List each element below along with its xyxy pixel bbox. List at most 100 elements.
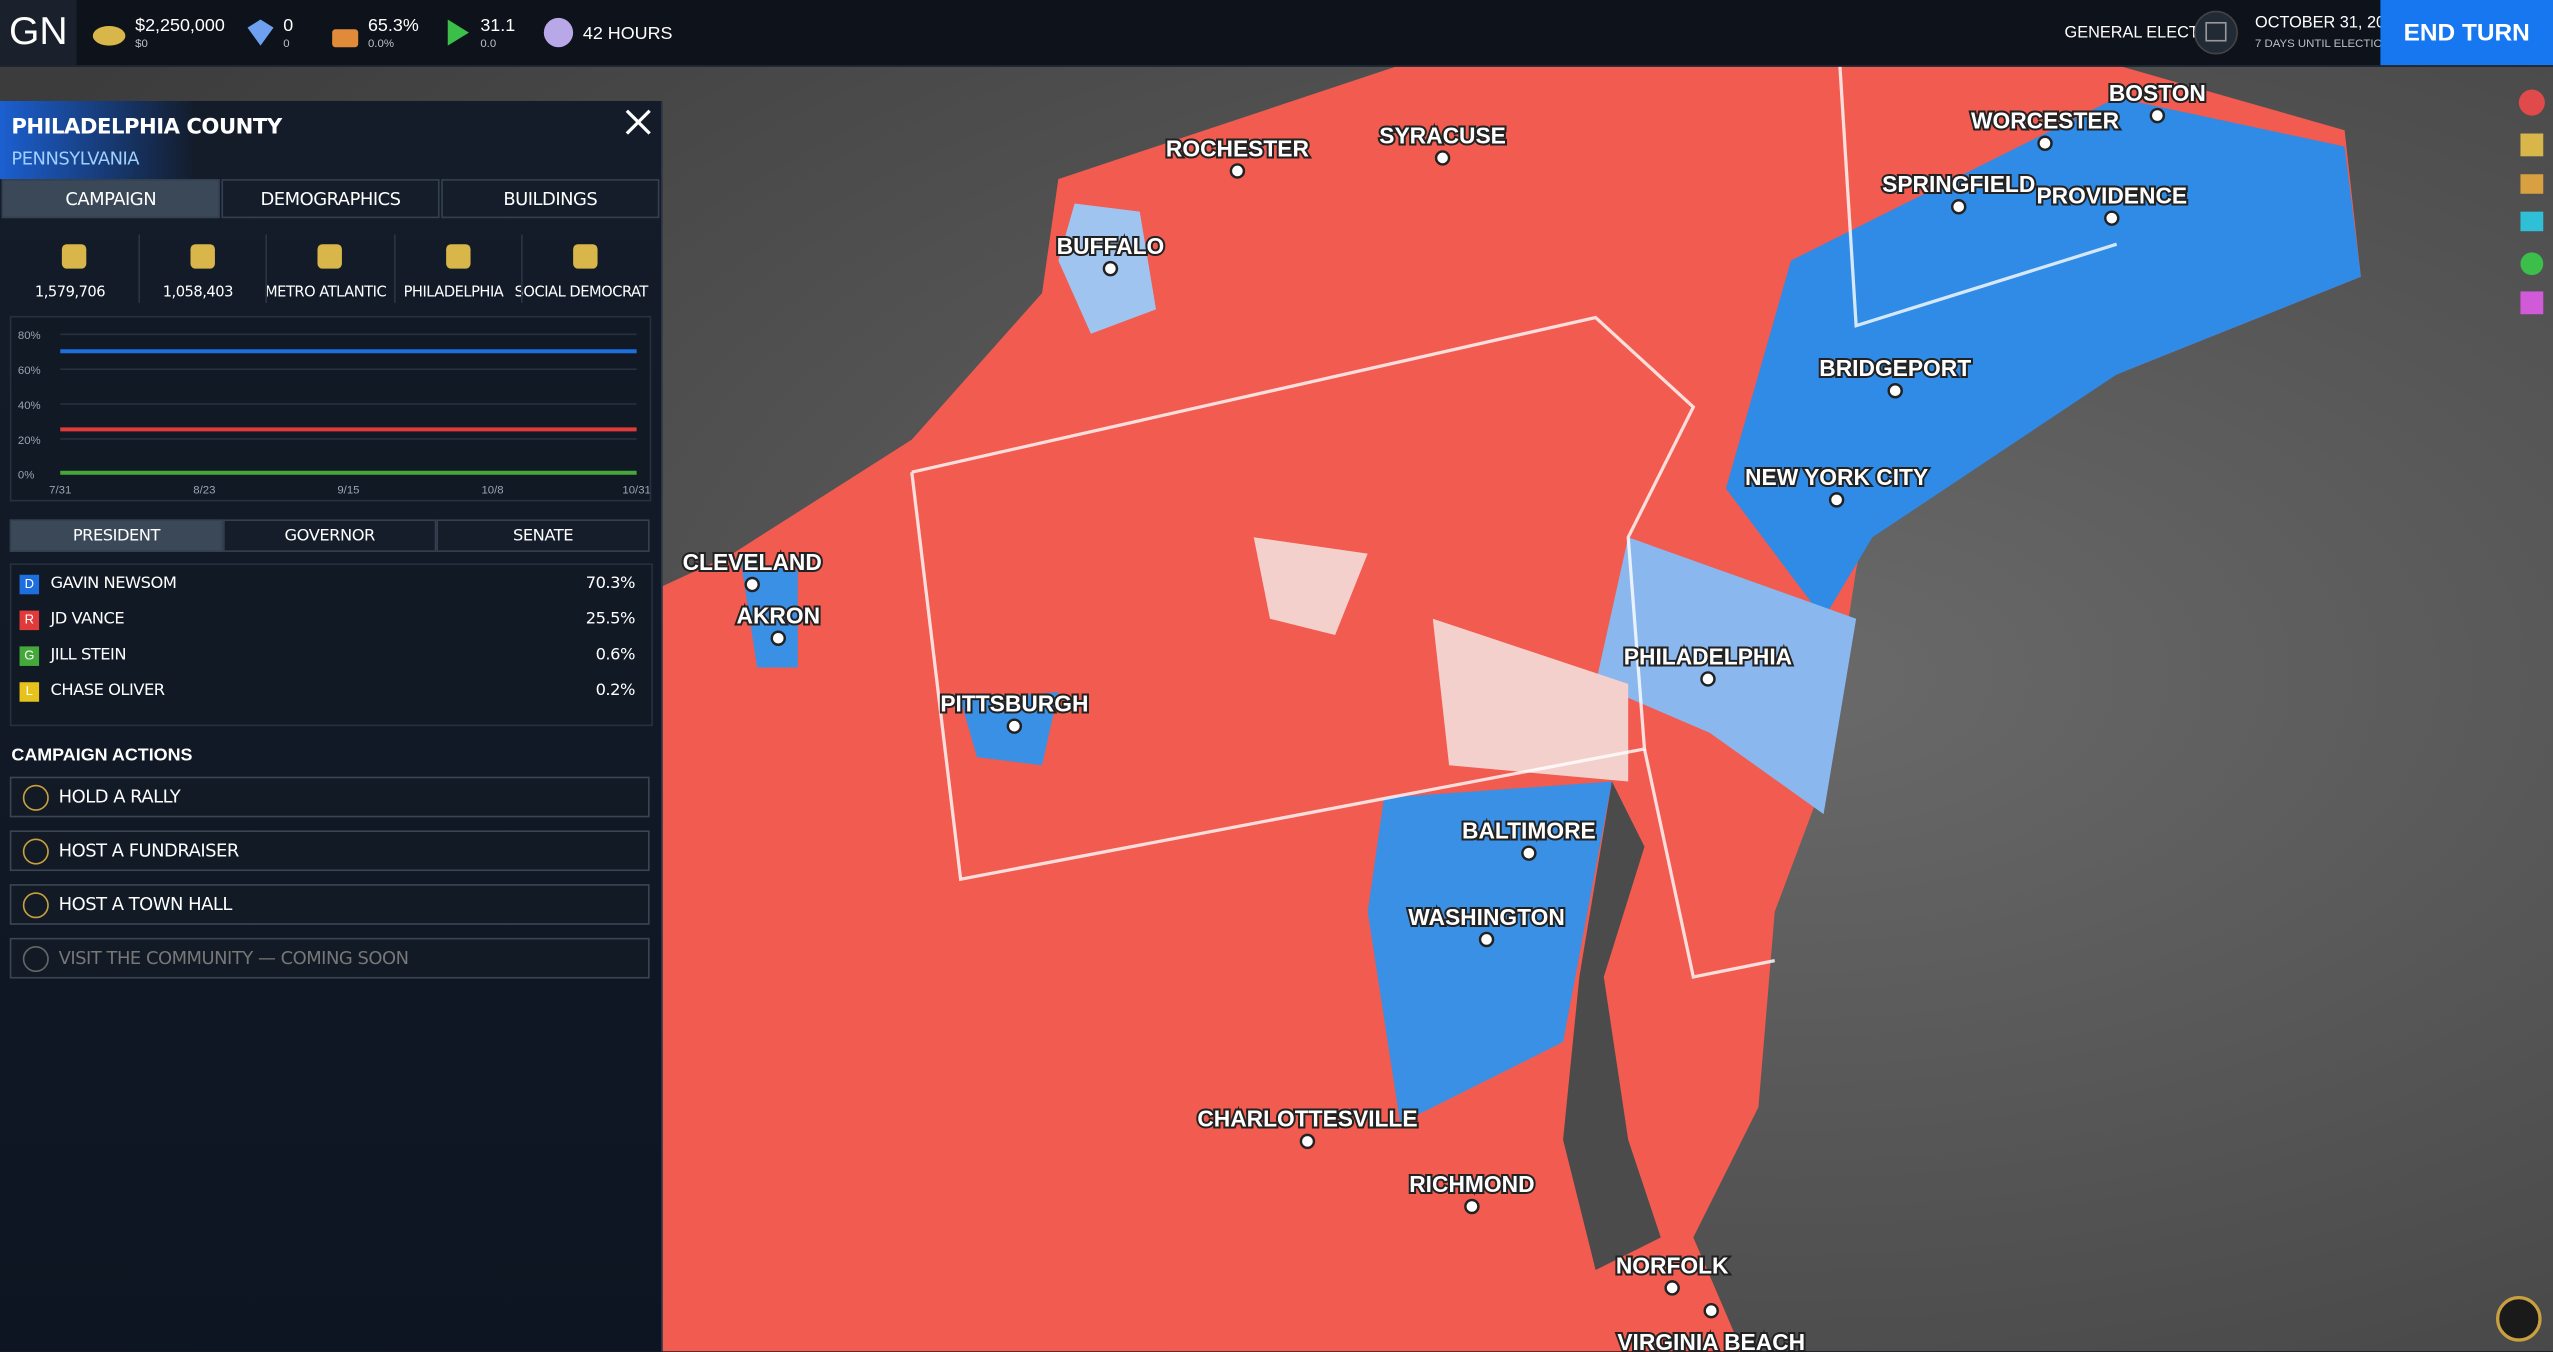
action-label: HOST A FUNDRAISER: [58, 840, 240, 862]
action-button[interactable]: HOST A TOWN HALL: [9, 884, 650, 925]
county-panel: PHILADELPHIA COUNTY PENNSYLVANIA 0% 20% 40…: [0, 100, 663, 1352]
city-label: BUFFALO: [1057, 233, 1165, 259]
city-dot: [1703, 1302, 1719, 1319]
city-label: WASHINGTON: [1408, 904, 1565, 930]
divider: [393, 234, 395, 303]
action-icon: [22, 945, 49, 972]
approval: 65.3%: [367, 16, 419, 36]
city-label: BOSTON: [2109, 80, 2206, 106]
candidate-name: GAVIN NEWSOM: [50, 574, 177, 593]
y-tick-label: 20%: [18, 435, 41, 447]
clock-icon: [543, 17, 574, 48]
blue-region: [1725, 97, 2361, 619]
city-dot: [1478, 931, 1495, 948]
party-badge: D: [19, 574, 40, 595]
race-tab[interactable]: PRESIDENT: [9, 519, 224, 552]
countdown: 7 DAYS UNTIL ELECTION: [2255, 39, 2391, 51]
tab[interactable]: BUILDINGS: [441, 179, 660, 219]
vote-share: 70.3%: [585, 574, 636, 593]
tab[interactable]: DEMOGRAPHICS: [221, 179, 440, 219]
stat-value: PHILADELPHIA: [403, 284, 504, 302]
action-button[interactable]: HOST A FUNDRAISER: [9, 830, 650, 872]
approval-change: 0.0%: [367, 39, 394, 51]
x-tick-label: 10/31: [622, 484, 650, 496]
city-label: ROCHESTER: [1166, 135, 1309, 161]
state-border: [1838, 65, 2118, 328]
stat-value: METRO ATLANTIC: [265, 284, 387, 302]
gems-change: 0: [283, 39, 290, 51]
city-dot: [744, 576, 760, 593]
date: OCTOBER 31, 2028: [2255, 14, 2404, 33]
tab[interactable]: CAMPAIGN: [1, 179, 220, 219]
action-button: VISIT THE COMMUNITY — COMING SOON: [9, 937, 650, 979]
header-glow: [0, 100, 196, 180]
city-label: VIRGINIA BEACH: [1617, 1329, 1805, 1352]
divider: [265, 234, 268, 303]
stat-icon: [189, 244, 215, 269]
momentum-change: 0.0: [480, 39, 497, 51]
calendar-icon: [2193, 10, 2238, 55]
candidate-list: D GAVIN NEWSOM 70.3% R JD VANCE 25.5% G JILL ST…: [9, 563, 653, 727]
x-tick-label: 8/23: [193, 484, 215, 496]
party-badge: G: [19, 646, 40, 666]
stat-value: 1,058,403: [162, 284, 234, 302]
funds: $2,250,000: [135, 16, 225, 36]
city-dot: [1102, 260, 1119, 277]
momentum-icon: [447, 19, 469, 46]
county-state: PENNSYLVANIA: [11, 148, 140, 170]
city-label: NORFOLK: [1616, 1252, 1729, 1278]
city-dot: [1700, 671, 1716, 687]
y-tick-label: 80%: [18, 330, 41, 342]
action-label: VISIT THE COMMUNITY — COMING SOON: [58, 947, 409, 969]
state-border: [910, 315, 1696, 882]
end-turn-button[interactable]: END TURN: [2380, 0, 2553, 66]
city-dot: [1887, 383, 1903, 399]
side-toolbar: [2512, 85, 2553, 329]
action-icon: [22, 891, 49, 918]
toolbar-icons: [2518, 89, 2545, 315]
race-tab[interactable]: GOVERNOR: [223, 519, 437, 552]
close-button[interactable]: [624, 107, 653, 136]
y-tick-label: 40%: [18, 400, 41, 412]
approval-icon: [332, 29, 359, 48]
action-icon: [22, 837, 49, 864]
election-type: GENERAL ELECTION: [2064, 24, 2228, 43]
city-label: CHARLOTTESVILLE: [1197, 1106, 1417, 1132]
poll-chart: 0% 20% 40% 60% 80% 7/31 8/23 9/15 10/8 10/31: [9, 315, 652, 502]
party-badge: R: [19, 610, 40, 631]
city-dot: [1006, 718, 1023, 734]
time: 42 HOURS: [582, 24, 673, 44]
stat-icon: [445, 244, 470, 269]
stat-value: SOCIAL DEMOCRAT: [514, 284, 649, 302]
vote-share: 0.6%: [595, 646, 636, 665]
city-label: BRIDGEPORT: [1819, 355, 1971, 381]
party-badge: L: [19, 682, 40, 702]
light-region: [1253, 537, 1368, 635]
x-tick-label: 9/15: [337, 484, 359, 496]
race-tab[interactable]: SENATE: [436, 519, 650, 552]
stat-icon: [573, 244, 598, 269]
stat-icon: [317, 244, 342, 269]
city-label: SYRACUSE: [1379, 122, 1506, 148]
vote-share: 0.2%: [595, 682, 636, 701]
city-dot: [2104, 210, 2120, 226]
city-dot: [1950, 199, 1967, 215]
action-button[interactable]: HOLD A RALLY: [9, 776, 650, 818]
city-dot: [1521, 845, 1537, 861]
momentum: 31.1: [480, 16, 516, 36]
light-region: [1432, 618, 1629, 782]
action-icon: [22, 783, 49, 811]
city-label: AKRON: [737, 603, 821, 629]
gems: 0: [283, 16, 294, 36]
layers-button[interactable]: [2494, 1294, 2543, 1343]
divider: [137, 234, 140, 303]
y-tick-label: 60%: [18, 365, 41, 377]
city-label: PROVIDENCE: [2036, 183, 2187, 209]
coin-icon: [92, 26, 126, 46]
city-label: NEW YORK CITY: [1745, 464, 1928, 490]
blue-region: [1595, 537, 1857, 815]
y-tick-label: 0%: [18, 470, 34, 482]
